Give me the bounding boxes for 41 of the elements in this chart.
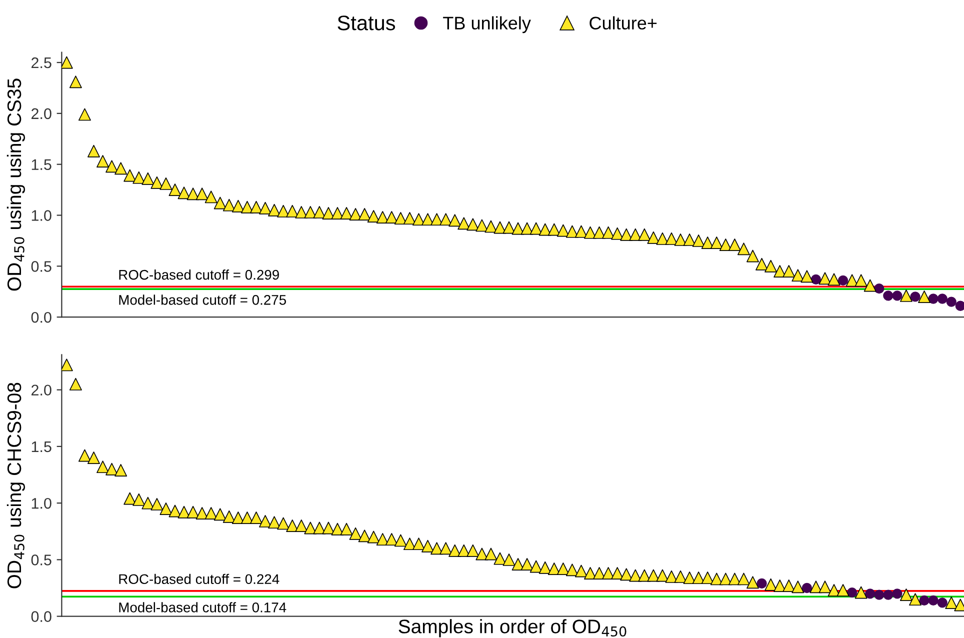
point xyxy=(955,300,964,311)
point xyxy=(928,595,938,606)
x-axis-title: Samples in order of OD$_{450}$ xyxy=(398,619,626,638)
point xyxy=(810,274,822,284)
point xyxy=(937,598,948,608)
legend-label: Culture+ xyxy=(590,16,657,30)
point xyxy=(756,578,767,589)
ref-line-label: ROC-based cutoff = 0.224 xyxy=(119,574,280,584)
y-tick-label: 1.0 xyxy=(32,498,52,509)
y-tick-label: 2.0 xyxy=(32,384,52,396)
point xyxy=(946,296,956,307)
y-tick-label: 2.0 xyxy=(32,108,52,120)
legend-title: Status xyxy=(338,16,396,30)
point xyxy=(883,290,894,301)
y-tick-label: 1.5 xyxy=(32,441,52,452)
point xyxy=(874,283,884,294)
point xyxy=(937,294,948,304)
point xyxy=(892,588,902,599)
y-axis-title: OD$_{450}$ using CHCS9-08 xyxy=(6,382,26,588)
y-tick-label: 0.5 xyxy=(31,261,52,272)
point xyxy=(892,290,902,301)
point xyxy=(919,595,930,606)
y-tick-label: 1.0 xyxy=(32,210,52,221)
y-tick-label: 0.0 xyxy=(31,611,52,622)
y-tick-label: 0.5 xyxy=(31,554,52,566)
point xyxy=(838,275,848,286)
ref-line-label: ROC-based cutoff = 0.299 xyxy=(119,270,279,280)
point xyxy=(928,294,938,304)
y-tick-label: 0.0 xyxy=(31,312,52,323)
point xyxy=(910,292,920,302)
ref-line-label: Model-based cutoff = 0.174 xyxy=(119,602,286,612)
point xyxy=(865,588,876,599)
ref-line-label: Model-based cutoff = 0.275 xyxy=(119,294,286,305)
y-tick-label: 1.5 xyxy=(32,159,52,170)
point xyxy=(883,590,894,600)
y-axis-title: OD$_{450}$ using using CS35 xyxy=(6,78,26,291)
point xyxy=(802,582,812,594)
point xyxy=(846,587,858,598)
legend-label: TB unlikely xyxy=(443,16,531,34)
y-tick-label: 2.5 xyxy=(32,57,52,68)
point xyxy=(874,590,884,600)
